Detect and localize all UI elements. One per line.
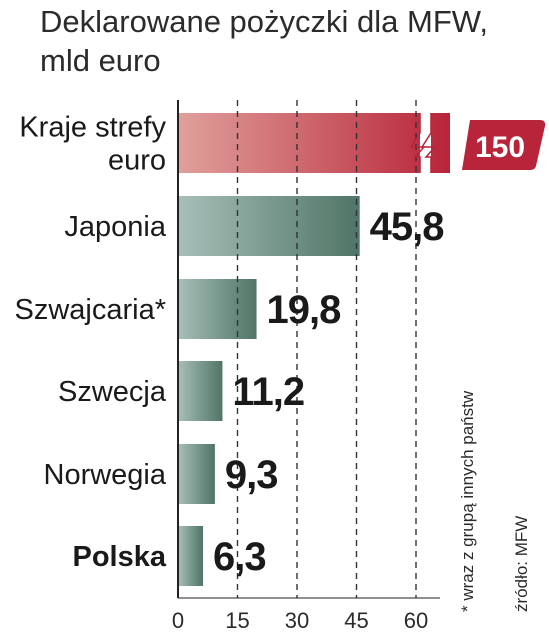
- tick-label-45: 45: [344, 608, 368, 633]
- bar-szwecja: [178, 361, 223, 421]
- value-badge: [462, 120, 546, 170]
- bar-polska: [178, 526, 203, 586]
- category-label-norwegia: Norwegia: [44, 459, 167, 491]
- value-label-kraje-strefy-euro: 150: [475, 131, 525, 164]
- tick-label-60: 60: [404, 608, 428, 633]
- footnote: * wraz z grupą innych państw: [458, 390, 477, 612]
- tick-label-0: 0: [172, 608, 184, 633]
- category-label-kraje-strefy-euro-line-1: Kraje strefy: [19, 112, 166, 144]
- bar-break-mark-2: [420, 113, 437, 173]
- category-label-szwajcaria: Szwajcaria*: [15, 294, 167, 326]
- bar-kraje-strefy-euro: [178, 113, 450, 173]
- value-label-polska: 6,3: [213, 535, 266, 579]
- source-note: źródło: MFW: [512, 516, 531, 612]
- value-label-szwecja: 11,2: [232, 370, 304, 414]
- category-label-kraje-strefy-euro-line-2: euro: [108, 145, 166, 177]
- bar-break-gap: [420, 112, 431, 174]
- tick-label-30: 30: [285, 608, 309, 633]
- value-label-szwajcaria: 19,8: [267, 288, 342, 332]
- chart-title: Deklarowane pożyczki dla MFW, mld euro: [40, 2, 520, 80]
- category-label-szwecja: Szwecja: [58, 376, 167, 408]
- category-label-japonia: Japonia: [64, 211, 166, 243]
- category-label-polska: Polska: [73, 541, 167, 573]
- value-label-japonia: 45,8: [370, 205, 445, 249]
- bar-norwegia: [178, 444, 215, 504]
- value-label-norwegia: 9,3: [225, 453, 278, 497]
- tick-label-15: 15: [225, 608, 249, 633]
- bar-japonia: [178, 196, 360, 256]
- chart-title-line-1: Deklarowane pożyczki dla MFW,: [40, 4, 488, 39]
- bar-szwajcaria: [178, 279, 257, 339]
- chart-title-line-2: mld euro: [40, 43, 161, 78]
